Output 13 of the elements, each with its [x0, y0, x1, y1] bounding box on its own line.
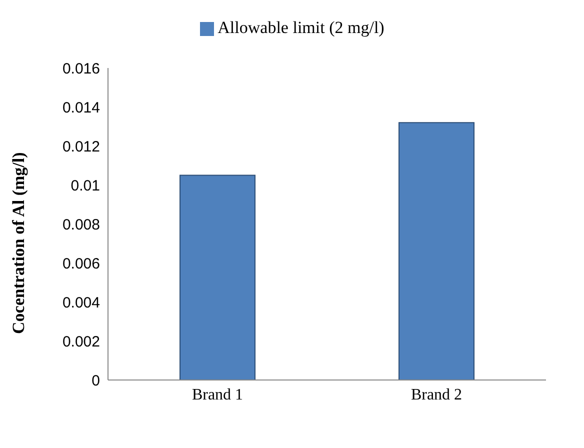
y-tick-label: 0.004 [62, 294, 100, 312]
y-tick-label: 0.01 [70, 177, 100, 194]
y-tick-label: 0.002 [62, 333, 100, 350]
y-tick-label: 0.012 [62, 138, 100, 156]
x-tick-label: Brand 1 [192, 386, 244, 404]
legend-label: Allowable limit (2 mg/l) [218, 18, 384, 37]
x-tick-label: Brand 2 [410, 386, 462, 404]
y-tick-label: 0 [92, 372, 100, 390]
y-tick-label: 0.016 [62, 60, 100, 78]
y-tick-label: 0.006 [62, 255, 100, 272]
y-tick-label: 0.014 [62, 99, 100, 116]
y-tick-label: 0.008 [62, 216, 100, 234]
y-axis-title: Cocentration of Al (mg/l) [9, 152, 28, 334]
